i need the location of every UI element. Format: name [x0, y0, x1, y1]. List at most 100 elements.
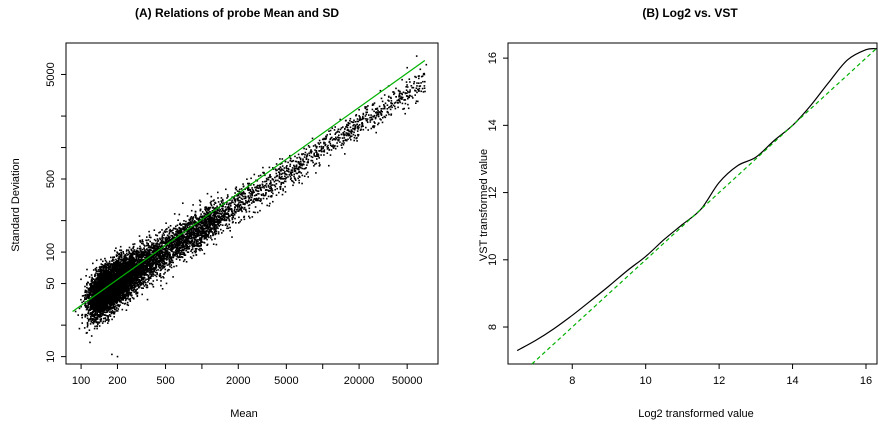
- data-point: [280, 183, 282, 186]
- data-point: [374, 122, 376, 124]
- panel-a-y-tick-label: 50: [45, 277, 57, 289]
- data-point: [339, 128, 342, 131]
- data-point: [147, 275, 150, 278]
- data-point: [390, 113, 393, 115]
- data-point: [422, 91, 425, 93]
- data-point: [155, 257, 158, 260]
- data-point: [102, 317, 105, 320]
- data-point: [127, 253, 130, 256]
- data-point: [95, 266, 98, 269]
- data-point: [410, 85, 413, 87]
- data-point: [91, 311, 94, 313]
- data-point: [170, 234, 172, 237]
- data-point: [254, 194, 256, 197]
- data-point: [166, 234, 169, 237]
- data-point: [275, 183, 278, 185]
- panel-a-x-tick-label: 50000: [392, 375, 423, 387]
- data-point: [295, 172, 298, 175]
- data-point: [209, 235, 212, 237]
- data-point: [372, 115, 374, 118]
- data-point: [139, 283, 141, 285]
- data-point: [333, 138, 335, 140]
- data-point: [150, 275, 152, 278]
- data-point: [139, 245, 141, 248]
- data-point: [165, 236, 168, 239]
- data-point: [263, 185, 266, 187]
- data-point: [181, 239, 183, 242]
- data-point: [406, 84, 408, 86]
- data-point: [125, 261, 127, 263]
- data-point: [172, 252, 175, 255]
- data-point: [197, 243, 199, 245]
- data-point: [294, 155, 296, 158]
- data-point: [166, 258, 168, 261]
- data-point: [143, 285, 146, 287]
- data-point: [114, 305, 117, 307]
- data-point: [247, 199, 250, 202]
- data-point: [354, 128, 356, 131]
- data-point: [162, 264, 164, 267]
- data-point: [90, 303, 92, 305]
- data-point: [136, 288, 138, 290]
- data-point: [180, 224, 182, 226]
- data-point: [275, 163, 278, 165]
- data-point: [129, 254, 132, 256]
- data-point: [157, 257, 159, 259]
- data-point: [284, 180, 287, 183]
- data-point: [176, 249, 178, 251]
- data-point: [168, 264, 170, 266]
- data-point: [370, 127, 373, 130]
- data-point: [111, 258, 114, 261]
- data-point: [152, 280, 155, 282]
- data-point: [153, 269, 156, 271]
- data-point: [167, 241, 169, 243]
- data-point: [185, 243, 188, 246]
- data-point: [356, 140, 358, 142]
- data-point: [192, 218, 194, 221]
- data-point: [177, 230, 180, 232]
- data-point: [175, 258, 178, 260]
- data-point: [276, 175, 278, 177]
- data-point: [90, 335, 93, 337]
- data-point: [207, 219, 210, 222]
- data-point: [100, 271, 102, 273]
- data-point: [331, 136, 333, 139]
- data-point: [93, 290, 96, 292]
- data-point: [390, 100, 393, 102]
- data-point: [159, 237, 161, 240]
- data-point: [106, 266, 109, 269]
- data-point: [112, 297, 115, 299]
- data-point: [95, 259, 98, 262]
- data-point: [155, 245, 157, 248]
- data-point: [161, 237, 163, 240]
- data-point: [143, 270, 146, 273]
- data-point: [267, 176, 270, 179]
- data-point: [382, 107, 384, 110]
- data-point: [222, 218, 224, 221]
- data-point: [197, 240, 199, 243]
- data-point: [362, 125, 364, 127]
- data-point: [418, 82, 420, 84]
- data-point: [165, 282, 168, 285]
- data-point: [395, 87, 397, 90]
- data-point: [127, 289, 129, 292]
- data-point: [376, 111, 379, 114]
- data-point: [173, 213, 176, 215]
- data-point: [221, 198, 224, 201]
- data-point: [293, 175, 295, 178]
- data-point: [234, 217, 236, 220]
- data-point: [111, 265, 114, 267]
- data-point: [228, 205, 230, 208]
- data-point: [154, 244, 157, 247]
- data-point: [91, 304, 93, 306]
- data-point: [97, 323, 99, 326]
- data-point: [140, 242, 143, 245]
- data-point: [190, 218, 192, 221]
- data-point: [175, 230, 177, 233]
- data-point: [170, 264, 172, 266]
- data-point: [254, 211, 256, 214]
- data-point: [85, 332, 88, 334]
- data-point: [140, 250, 142, 252]
- data-point: [388, 100, 390, 102]
- data-point: [195, 248, 198, 250]
